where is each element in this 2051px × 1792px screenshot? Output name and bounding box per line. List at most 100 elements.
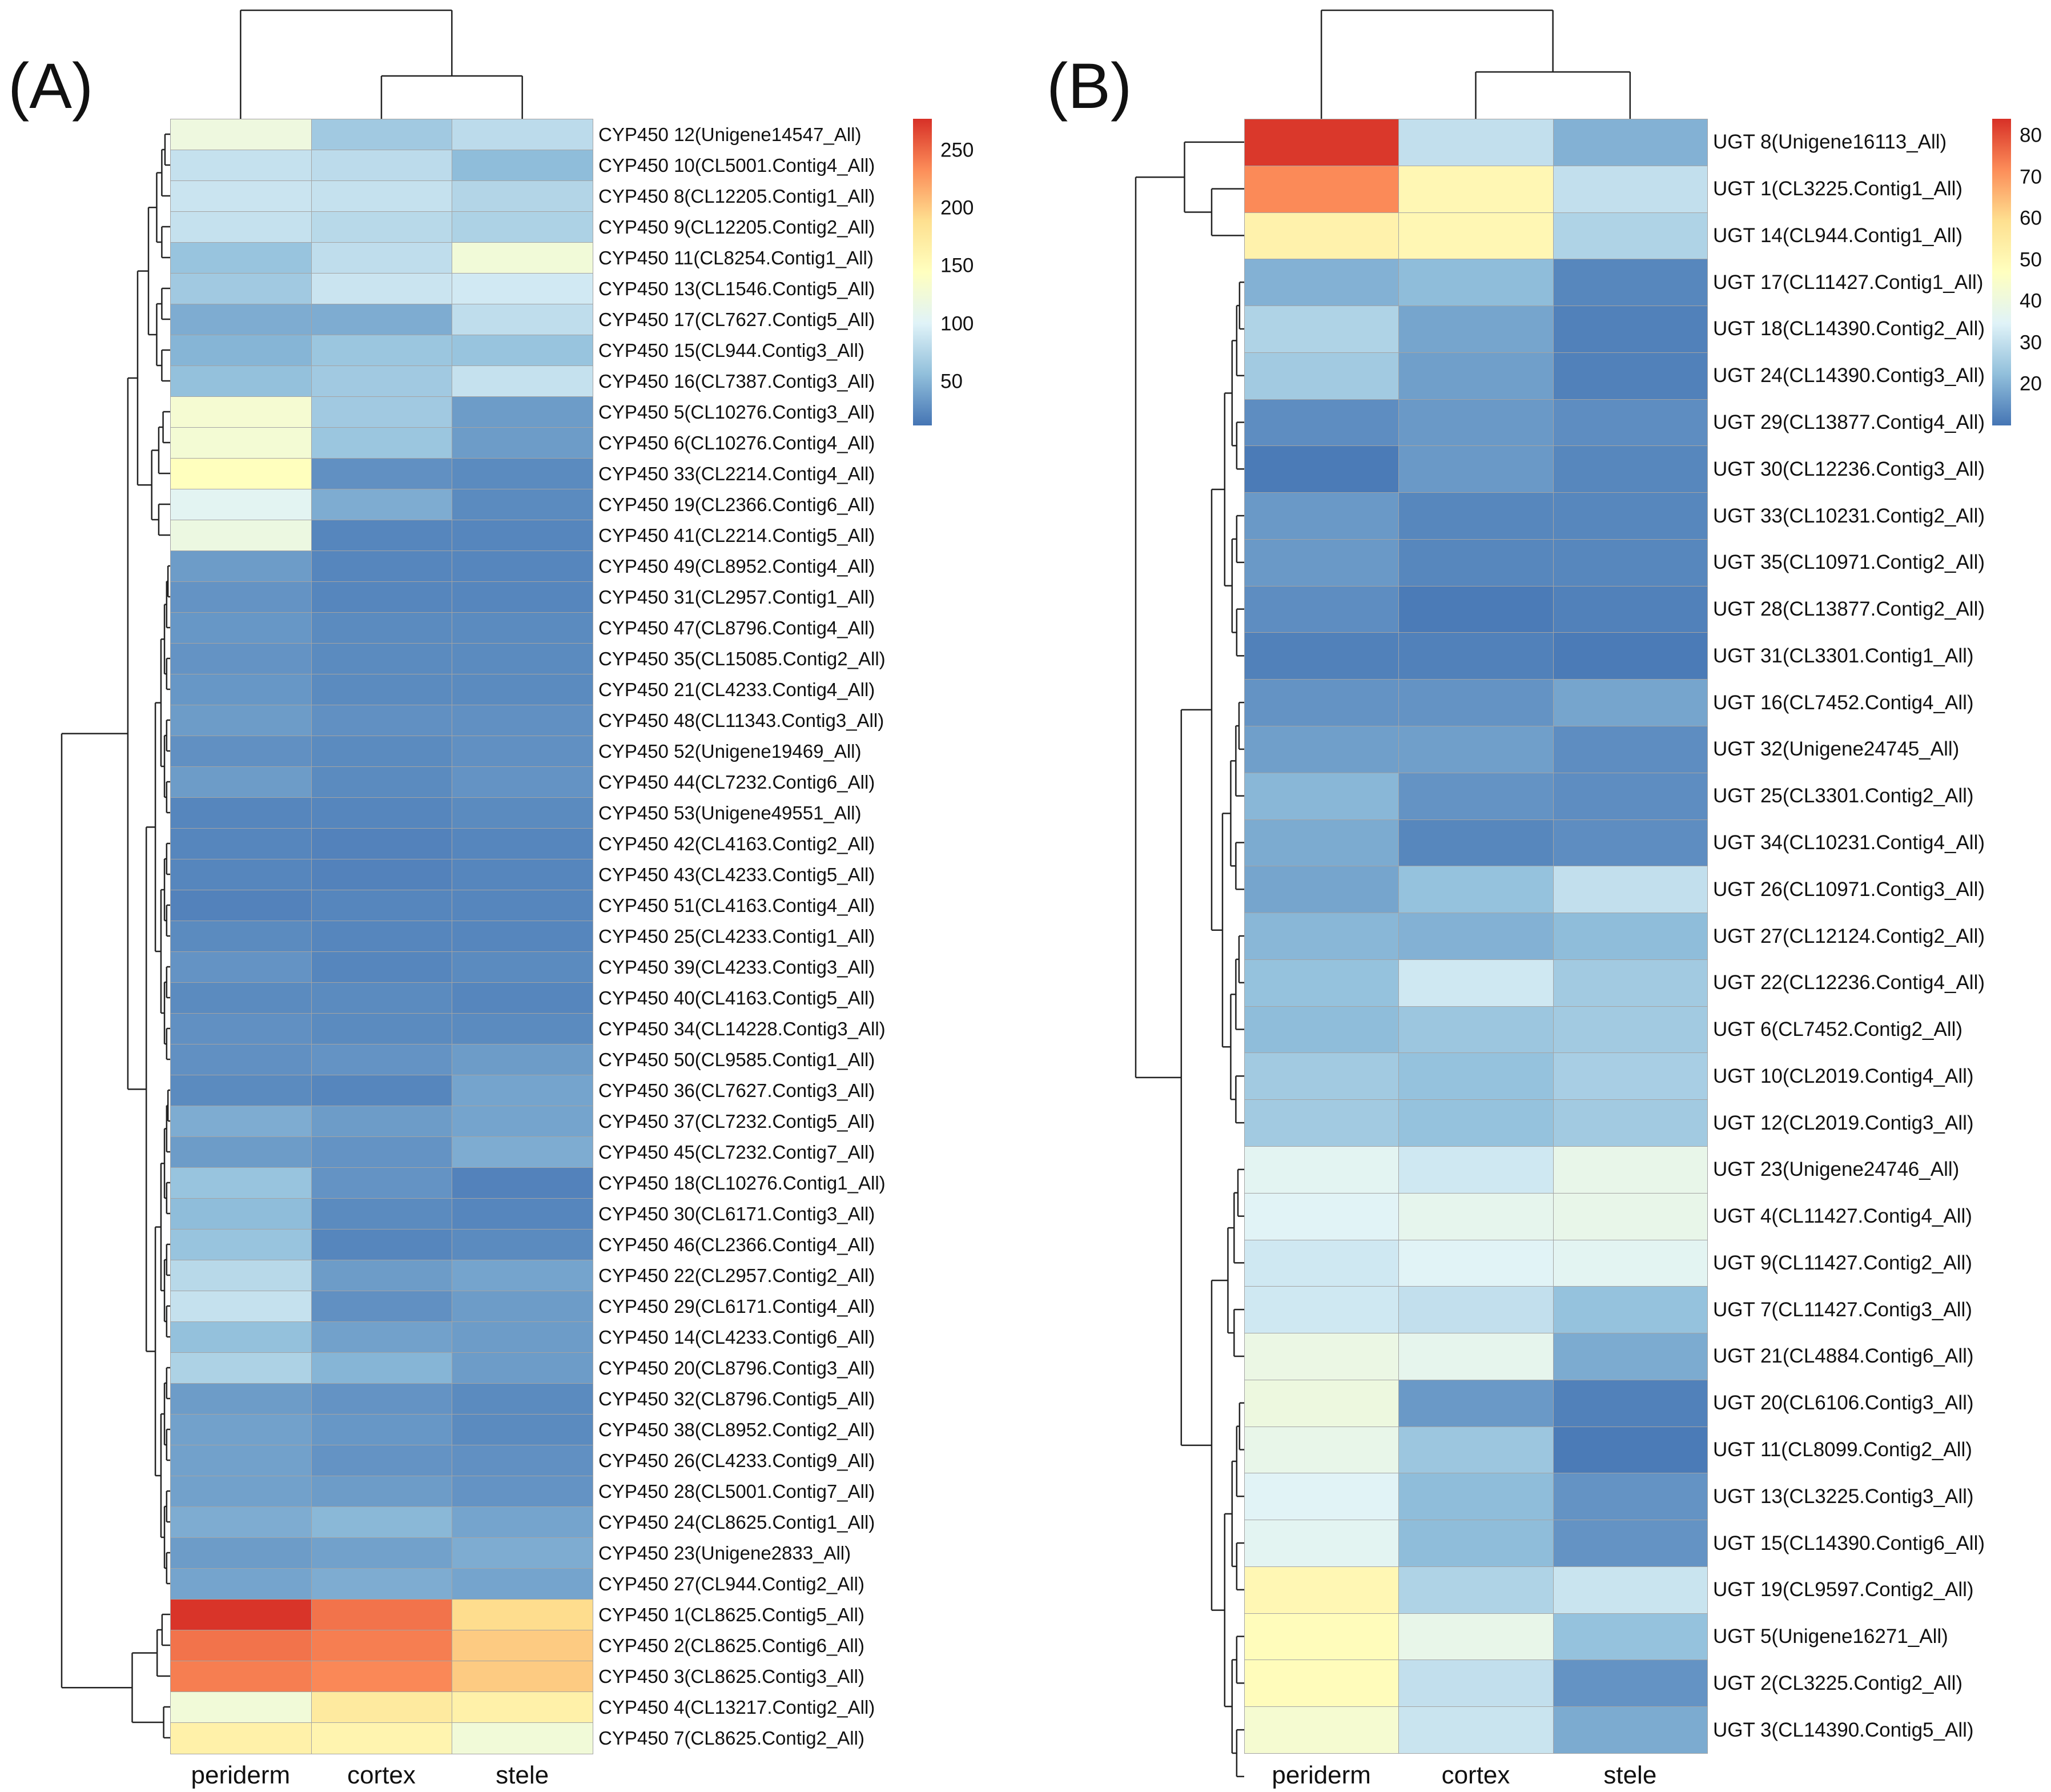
heatmap-cell [170,581,312,613]
row-label: CYP450 26(CL4233.Contig9_All) [598,1449,875,1471]
heatmap-cell [452,1691,594,1723]
heatmap-cell [1244,866,1399,914]
heatmap-cell [1553,913,1708,961]
row-label: CYP450 4(CL13217.Contig2_All) [598,1696,875,1718]
row-label: CYP450 3(CL8625.Contig3_All) [598,1665,864,1687]
row-label: UGT 7(CL11427.Contig3_All) [1713,1298,1972,1321]
row-label: UGT 28(CL13877.Contig2_All) [1713,598,1985,621]
heatmap-cell [170,335,312,367]
heatmap-cell [311,1198,453,1230]
heatmap-cell [1398,819,1554,867]
color-legend-tick: 50 [940,370,963,393]
heatmap-cell [1398,585,1554,633]
heatmap-cell [170,551,312,582]
heatmap-cell [170,1075,312,1107]
color-legend-tick: 50 [2020,248,2042,271]
heatmap-cell [452,1013,594,1045]
heatmap-cell [452,1630,594,1662]
heatmap-cell [311,951,453,983]
heatmap-cell [1244,306,1399,353]
heatmap-cell [311,612,453,644]
row-label: CYP450 5(CL10276.Contig3_All) [598,401,875,423]
heatmap-cell [452,1352,594,1384]
heatmap-cell [452,119,594,151]
heatmap-cell [1244,1099,1399,1147]
heatmap-cell [311,1352,453,1384]
row-label: CYP450 34(CL14228.Contig3_All) [598,1018,886,1039]
row-label: UGT 29(CL13877.Contig4_All) [1713,411,1985,433]
row-label: UGT 14(CL944.Contig1_All) [1713,224,1963,247]
heatmap-cell [1244,1566,1399,1614]
heatmap-cell [452,1044,594,1076]
row-label: UGT 18(CL14390.Contig2_All) [1713,318,1985,340]
row-label: UGT 4(CL11427.Contig4_All) [1713,1205,1972,1228]
heatmap-cell [1553,772,1708,821]
row-label: CYP450 30(CL6171.Contig3_All) [598,1203,875,1224]
heatmap-cell [170,1229,312,1261]
heatmap-cell [1398,212,1554,260]
row-label: CYP450 10(CL5001.Contig4_All) [598,154,875,176]
heatmap-cell [1553,585,1708,633]
color-legend-tick: 30 [2020,331,2042,354]
heatmap-cell [170,119,312,151]
row-label: CYP450 43(CL4233.Contig5_All) [598,863,875,885]
heatmap-cell [452,1722,594,1754]
row-label: CYP450 22(CL2957.Contig2_All) [598,1264,875,1286]
heatmap-cell [170,458,312,490]
row-label: CYP450 49(CL8952.Contig4_All) [598,555,875,577]
heatmap-cell [1553,1426,1708,1474]
heatmap-cell [1244,259,1399,307]
row-label: CYP450 50(CL9585.Contig1_All) [598,1048,875,1070]
heatmap-cell [452,674,594,706]
color-legend-tick: 100 [940,312,974,335]
heatmap-cell [1398,1706,1554,1754]
heatmap-cell [1244,1660,1399,1707]
row-label: CYP450 38(CL8952.Contig2_All) [598,1419,875,1440]
heatmap-cell [311,705,453,737]
row-label: CYP450 17(CL7627.Contig5_All) [598,308,875,330]
color-legend-bar [1992,119,2011,425]
heatmap-cell [1398,1052,1554,1100]
row-label: UGT 3(CL14390.Contig5_All) [1713,1718,1974,1741]
column-label: periderm [1272,1761,1371,1789]
heatmap-cell [452,211,594,243]
row-label: CYP450 33(CL2214.Contig4_All) [598,463,875,484]
heatmap-cell [311,1661,453,1693]
color-legend-tick: 20 [2020,372,2042,395]
heatmap-cell [1398,866,1554,914]
row-label: CYP450 25(CL4233.Contig1_All) [598,925,875,947]
heatmap-cell [1398,119,1554,167]
row-label: CYP450 36(CL7627.Contig3_All) [598,1079,875,1101]
heatmap-cell [1553,492,1708,540]
row-label: CYP450 12(Unigene14547_All) [598,123,862,145]
heatmap-cell [452,273,594,305]
color-legend-tick: 200 [940,196,974,219]
heatmap-cell [311,982,453,1014]
row-label: CYP450 6(CL10276.Contig4_All) [598,432,875,453]
heatmap-cell [311,458,453,490]
row-label: CYP450 37(CL7232.Contig5_All) [598,1110,875,1132]
heatmap-cell [311,921,453,953]
heatmap-cell [1244,585,1399,633]
heatmap-cell [1244,1146,1399,1194]
column-label: cortex [347,1761,416,1789]
heatmap-cell [1244,913,1399,961]
row-label: CYP450 2(CL8625.Contig6_All) [598,1634,864,1656]
row-label: CYP450 52(Unigene19469_All) [598,740,862,762]
heatmap-cell [311,365,453,397]
heatmap-cell [452,890,594,922]
row-label: UGT 25(CL3301.Contig2_All) [1713,785,1974,807]
row-label: UGT 11(CL8099.Contig2_All) [1713,1438,1972,1461]
heatmap-cell [170,828,312,860]
heatmap-cell [170,643,312,675]
heatmap-cell [311,211,453,243]
row-label: CYP450 14(CL4233.Contig6_All) [598,1326,875,1348]
heatmap-cell [311,828,453,860]
heatmap-cell [1244,1473,1399,1521]
heatmap-cell [1553,679,1708,727]
heatmap-cell [452,643,594,675]
row-label: CYP450 29(CL6171.Contig4_All) [598,1295,875,1317]
heatmap-cell [170,1661,312,1693]
heatmap-cell [1398,1146,1554,1194]
color-legend-tick: 60 [2020,207,2042,230]
